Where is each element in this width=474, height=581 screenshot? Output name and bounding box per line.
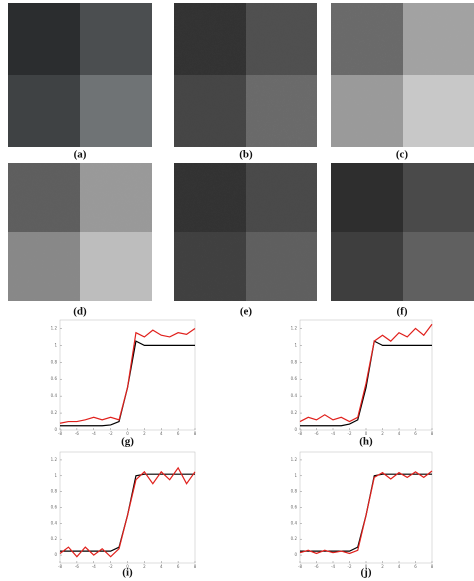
x-tick-label: 4	[160, 564, 163, 569]
x-tick-label: 6	[414, 564, 417, 569]
x-tick-label: -6	[75, 431, 79, 436]
x-tick-label: -8	[298, 431, 302, 436]
panel-label: (c)	[396, 149, 409, 161]
x-tick-label: -2	[109, 431, 113, 436]
y-tick-label: 1	[54, 473, 57, 478]
line-series	[59, 327, 196, 424]
panel-label: (a)	[74, 149, 87, 161]
x-tick-label: -2	[109, 564, 113, 569]
panel-label: (d)	[73, 306, 87, 318]
x-tick-label: -4	[92, 564, 96, 569]
y-tick-label: 0.4	[291, 393, 298, 398]
x-tick-label: 8	[194, 431, 197, 436]
image-e	[174, 163, 317, 301]
panel-label: (h)	[359, 436, 373, 448]
x-tick-label: 0	[365, 564, 368, 569]
x-tick-label: -8	[298, 564, 302, 569]
x-tick-label: 2	[143, 564, 146, 569]
x-tick-label: -8	[58, 564, 62, 569]
panel-label: (j)	[361, 567, 372, 579]
x-tick-label: 6	[177, 431, 180, 436]
x-tick-label: 6	[177, 564, 180, 569]
x-tick-label: 0	[126, 564, 129, 569]
image-d	[8, 163, 152, 301]
panel-label: (b)	[239, 149, 253, 161]
x-tick-label: 2	[143, 431, 146, 436]
x-tick-label: 4	[398, 431, 401, 436]
y-tick-label: 0.2	[51, 410, 58, 415]
x-tick-label: -4	[331, 564, 335, 569]
y-tick-label: 1.2	[51, 325, 58, 330]
line-series	[300, 340, 432, 427]
y-tick-label: 0.6	[51, 505, 58, 510]
y-tick-label: 0.8	[291, 359, 298, 364]
x-tick-label: 8	[194, 564, 197, 569]
y-tick-label: 0.6	[291, 505, 298, 510]
y-tick-label: 0.8	[51, 489, 58, 494]
x-tick-label: 2	[381, 564, 384, 569]
x-tick-label: 6	[414, 431, 417, 436]
line-series	[60, 473, 195, 552]
image-a	[8, 3, 152, 147]
panel-label: (f)	[397, 306, 408, 318]
y-tick-label: 0.8	[291, 489, 298, 494]
x-tick-label: -8	[58, 431, 62, 436]
y-tick-label: 1.2	[291, 325, 298, 330]
x-tick-label: 8	[431, 564, 434, 569]
y-tick-label: 0.6	[291, 376, 298, 381]
y-tick-label: 1	[294, 342, 297, 347]
line-series	[299, 470, 433, 555]
x-tick-label: -6	[315, 431, 319, 436]
panel-label: (i)	[122, 567, 133, 579]
x-tick-label: -4	[92, 431, 96, 436]
x-tick-label: -6	[315, 564, 319, 569]
x-tick-label: -2	[348, 564, 352, 569]
panel-label: (e)	[240, 306, 253, 318]
x-tick-label: 2	[381, 431, 384, 436]
line-series	[299, 323, 433, 423]
image-f	[331, 163, 474, 301]
y-tick-label: 0.4	[51, 393, 58, 398]
y-tick-label: 1	[294, 473, 297, 478]
x-tick-label: 0	[126, 431, 129, 436]
x-tick-label: -4	[331, 431, 335, 436]
y-tick-label: 1	[54, 342, 57, 347]
x-tick-label: -6	[75, 564, 79, 569]
x-tick-label: -2	[348, 431, 352, 436]
y-tick-label: 1.2	[51, 457, 58, 462]
image-c	[331, 3, 474, 147]
y-tick-label: 0.2	[291, 410, 298, 415]
plot-frame	[299, 319, 433, 431]
y-tick-label: 0.8	[51, 359, 58, 364]
y-tick-label: 0	[54, 427, 57, 432]
line-series	[60, 340, 195, 427]
plot-frame	[59, 451, 196, 564]
y-tick-label: 0	[54, 552, 57, 557]
y-tick-label: 0.2	[51, 536, 58, 541]
y-tick-label: 0	[294, 427, 297, 432]
y-tick-label: 0.6	[51, 376, 58, 381]
x-tick-label: 4	[398, 564, 401, 569]
image-b	[174, 3, 317, 147]
x-tick-label: 8	[431, 431, 434, 436]
y-tick-label: 1.2	[291, 457, 298, 462]
panel-label: (g)	[121, 436, 134, 448]
x-tick-label: 0	[365, 431, 368, 436]
y-tick-label: 0.2	[291, 536, 298, 541]
line-series	[59, 466, 196, 558]
x-tick-label: 4	[160, 431, 163, 436]
y-tick-label: 0.4	[291, 520, 298, 525]
y-tick-label: 0	[294, 552, 297, 557]
y-tick-label: 0.4	[51, 520, 58, 525]
plot-frame	[299, 451, 433, 564]
plot-frame	[59, 319, 196, 431]
